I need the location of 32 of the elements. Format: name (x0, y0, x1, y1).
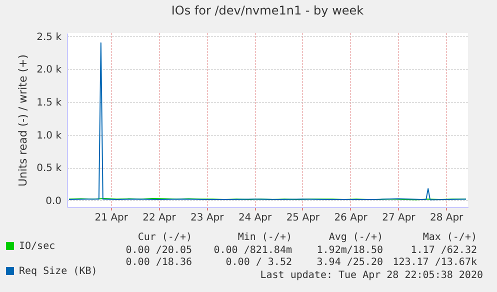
text: 0.00 /20.05 (126, 244, 192, 256)
y-axis-title: Units read (-) / write (+) (16, 54, 30, 187)
text: 123.17 /13.67k (392, 257, 477, 269)
x-tick-label: 21 Apr (94, 212, 129, 224)
x-tick-label: 24 Apr (238, 212, 273, 224)
text: Max (-/+) (422, 232, 477, 244)
x-tick-label: 23 Apr (190, 212, 225, 224)
text: 0.00 /821.84m (214, 244, 292, 256)
y-tick-label: 0.0 (46, 196, 62, 207)
line-series (68, 42, 467, 200)
x-tick-label: 27 Apr (382, 212, 416, 224)
x-tick-label: 26 Apr (334, 212, 368, 224)
text: Cur (-/+) (138, 232, 192, 244)
y-tick-label: 2.5 k (36, 32, 62, 43)
x-tick-label: 28 Apr (430, 212, 464, 224)
text: Min (-/+) (238, 232, 292, 244)
text: 3.94 /25.20 (316, 257, 383, 269)
text: Last update: Tue Apr 28 22:05:38 2020 (260, 270, 483, 282)
text: 0.00 / 3.52 (226, 257, 292, 269)
legend-label: Req Size (KB) (19, 266, 98, 277)
y-tick-label: 2.0 k (36, 64, 62, 76)
text: Avg (-/+) (328, 232, 383, 244)
text: 1.92m/18.50 (316, 244, 383, 256)
x-tick-label: 25 Apr (286, 212, 320, 224)
text: 0.00 /18.36 (126, 257, 192, 269)
text: 1.17 /62.32 (410, 244, 477, 256)
chart-title: IOs for /dev/nvme1n1 - by week (171, 3, 364, 18)
legend-label: IO/sec (19, 241, 56, 252)
x-tick-label: 22 Apr (142, 212, 177, 224)
y-tick-label: 1.0 k (36, 130, 62, 142)
y-tick-label: 1.5 k (36, 97, 62, 108)
y-tick-label: 0.5 k (36, 163, 62, 174)
